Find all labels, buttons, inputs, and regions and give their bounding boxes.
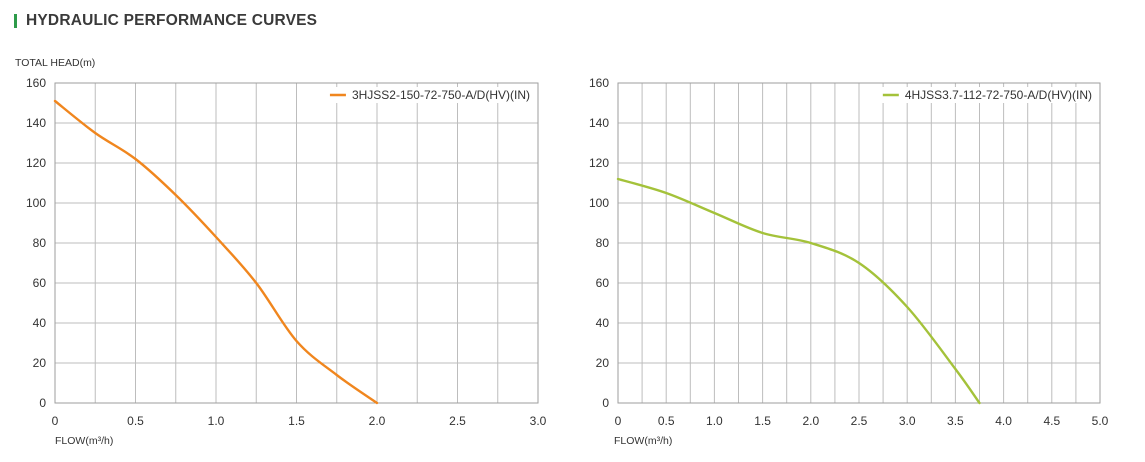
x-tick-label: 1.5 [754,414,771,428]
x-tick-label: 4.0 [995,414,1012,428]
y-tick-label: 40 [596,316,610,330]
x-tick-label: 3.0 [899,414,916,428]
x-axis-title: FLOW(m³/h) [614,435,672,447]
legend-label: 4HJSS3.7-112-72-750-A/D(HV)(IN) [905,88,1092,102]
x-tick-label: 0.5 [658,414,675,428]
x-tick-label: 0.5 [127,414,144,428]
page-title: HYDRAULIC PERFORMANCE CURVES [26,12,318,29]
y-tick-label: 160 [589,76,609,90]
series-line [53,99,379,405]
x-tick-label: 3.0 [530,414,547,428]
legend-background [878,87,1096,103]
plot-frame [617,82,1101,404]
y-tick-label: 140 [26,116,46,130]
y-tick-label: 80 [33,236,47,250]
title-accent-bar [14,14,17,28]
y-tick-label: 20 [596,356,610,370]
x-tick-label: 3.5 [947,414,964,428]
x-tick-label: 1.0 [706,414,723,428]
x-tick-label: 5.0 [1092,414,1109,428]
x-tick-label: 2.0 [802,414,819,428]
y-axis-title: TOTAL HEAD(m) [15,57,95,69]
y-tick-label: 0 [602,396,609,410]
y-tick-label: 20 [33,356,47,370]
y-tick-label: 160 [26,76,46,90]
x-tick-label: 0 [52,414,59,428]
x-tick-label: 2.5 [449,414,466,428]
page-header: HYDRAULIC PERFORMANCE CURVES [14,11,317,31]
y-tick-label: 0 [39,396,46,410]
y-tick-label: 120 [589,156,609,170]
legend-background [325,87,534,103]
y-tick-label: 60 [33,276,47,290]
y-tick-label: 40 [33,316,47,330]
plot-frame [54,82,539,404]
series-line [616,177,981,405]
x-tick-label: 2.0 [369,414,386,428]
y-tick-label: 80 [596,236,610,250]
x-tick-label: 0 [615,414,622,428]
y-tick-label: 100 [589,196,609,210]
x-tick-label: 4.5 [1043,414,1060,428]
x-tick-label: 1.0 [208,414,225,428]
y-tick-label: 120 [26,156,46,170]
y-tick-label: 140 [589,116,609,130]
y-tick-label: 60 [596,276,610,290]
legend-label: 3HJSS2-150-72-750-A/D(HV)(IN) [352,88,530,102]
y-tick-label: 100 [26,196,46,210]
x-axis-title: FLOW(m³/h) [55,435,113,447]
x-tick-label: 1.5 [288,414,305,428]
x-tick-label: 2.5 [851,414,868,428]
